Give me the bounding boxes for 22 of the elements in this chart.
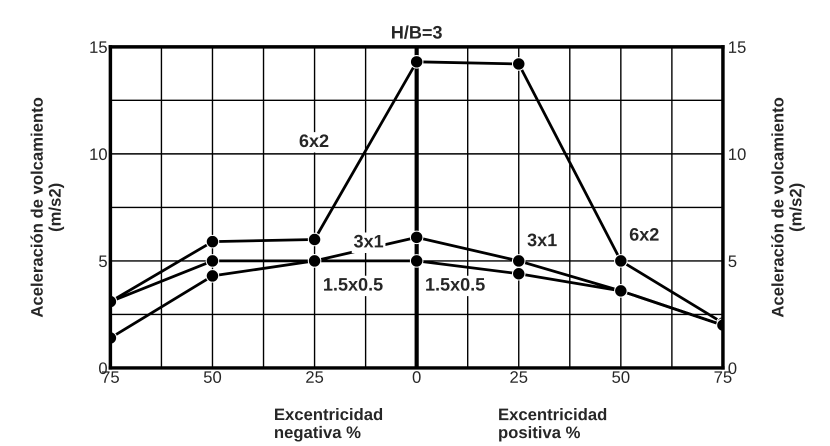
x-tick-label: 0 [412,371,421,383]
y-tick-label: 15 [90,41,107,54]
series-label: 1.5x0.5 [426,278,485,291]
text: 1.5x0.5 [324,278,383,291]
y-axis-title: Aceleración de volcamiento (m/s2) [30,98,64,318]
y2-axis-title: Aceleración de volcamiento (m/s2) [771,98,805,318]
y-tick-label: 5 [99,255,107,268]
y-tick-label: 10 [90,148,107,160]
x-tick-label: 25 [510,371,528,383]
text: Excentricidad negativa % [275,408,382,442]
y2-tick-label: 15 [729,41,746,54]
series-label: 3x1 [354,234,384,248]
x-tick-label: 50 [204,371,222,383]
x-tick-label: 50 [612,371,630,383]
text: Excentricidad positiva % [499,408,606,442]
y2-tick-label: 10 [729,148,746,160]
text: 3x1 [528,234,557,246]
text: 6x2 [300,134,328,148]
y2-tick-label: 5 [728,255,736,268]
series-label: 6x2 [630,228,659,241]
x-tick-label: 25 [306,371,324,383]
chart-title: H/B=3 [392,25,442,39]
